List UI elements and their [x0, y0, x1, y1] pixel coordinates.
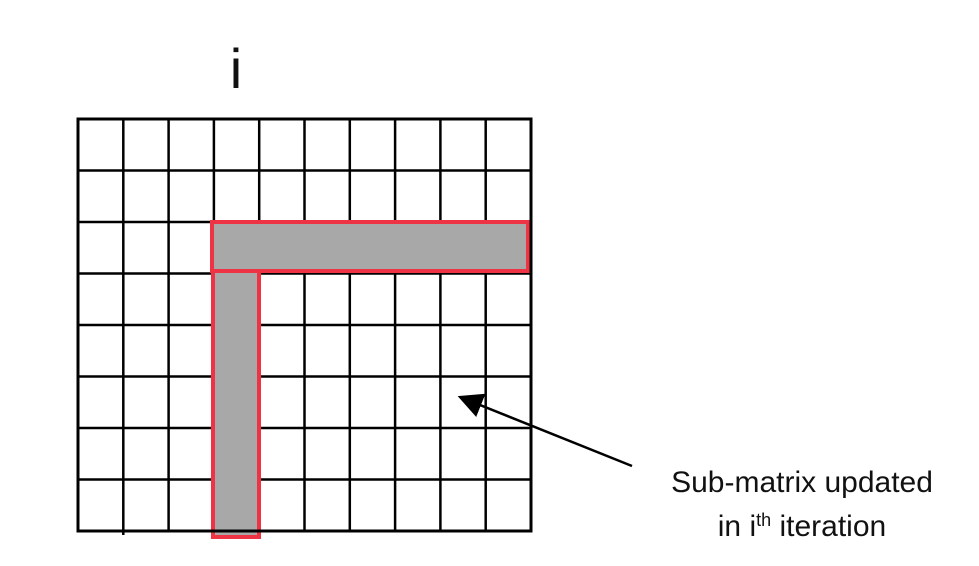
callout-line-2-suffix: iteration	[771, 510, 886, 543]
callout-arrow	[457, 393, 633, 468]
callout-superscript: th	[756, 510, 771, 530]
highlighted-column-segment	[211, 269, 261, 539]
column-index-label: i	[230, 37, 242, 100]
matrix-border	[76, 117, 533, 533]
callout-line-2-prefix: in i	[718, 510, 756, 543]
highlighted-row-segment	[210, 220, 530, 273]
callout-line-1: Sub-matrix updated	[671, 466, 933, 499]
callout-line-2: in ith iteration	[718, 510, 886, 543]
matrix-grid	[78, 119, 531, 535]
